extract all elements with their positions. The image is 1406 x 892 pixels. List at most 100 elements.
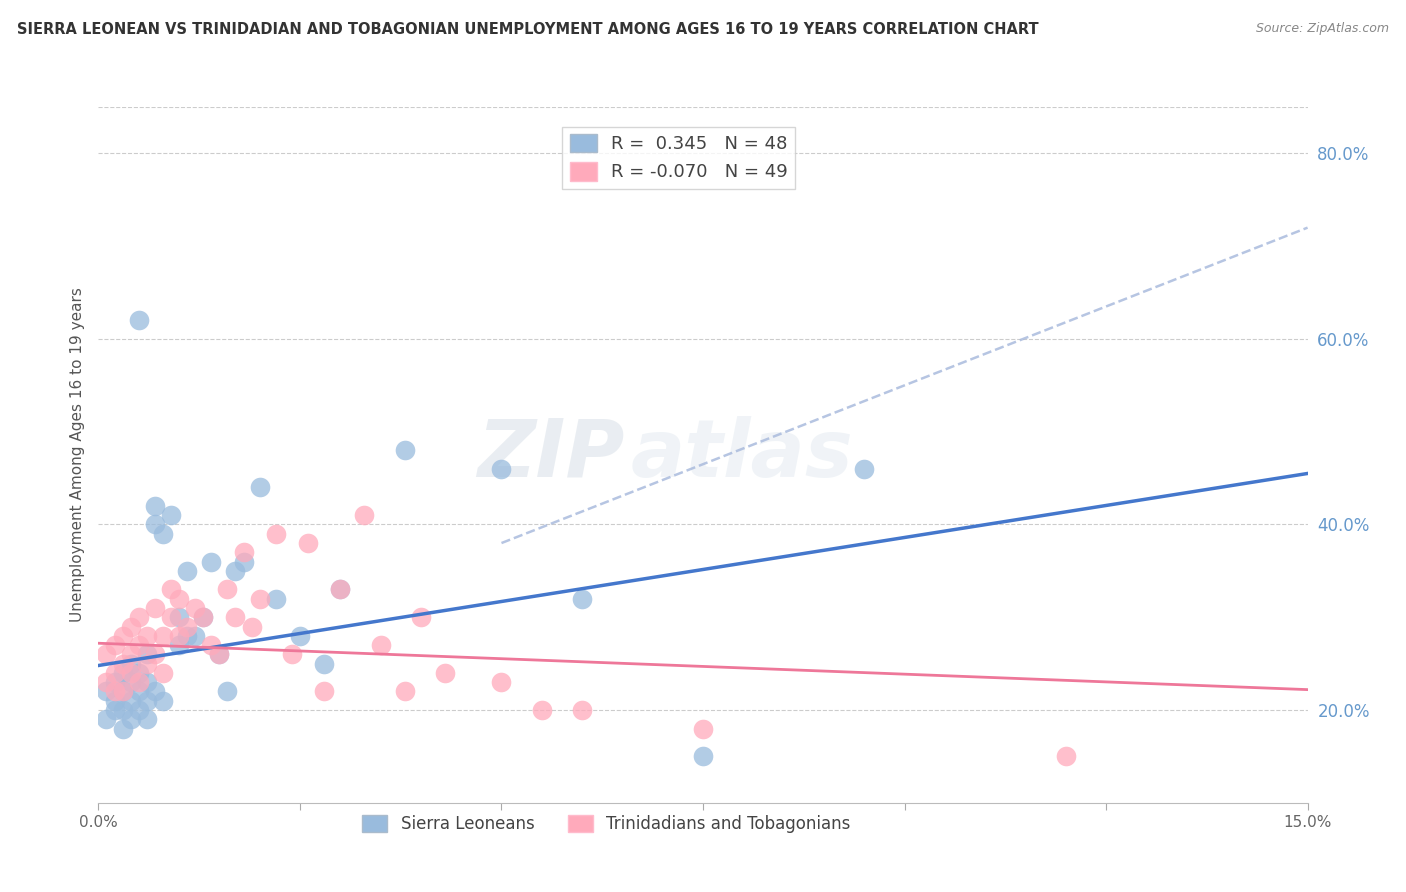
- Point: [370, 638, 392, 652]
- Point: [208, 648, 231, 662]
- Y-axis label: Unemployment Among Ages 16 to 19 years: Unemployment Among Ages 16 to 19 years: [69, 287, 84, 623]
- Point: [152, 629, 174, 643]
- Point: [111, 703, 134, 717]
- Point: [143, 601, 166, 615]
- Legend: Sierra Leoneans, Trinidadians and Tobagonians: Sierra Leoneans, Trinidadians and Tobago…: [356, 808, 858, 839]
- Text: Source: ZipAtlas.com: Source: ZipAtlas.com: [1256, 22, 1389, 36]
- Point: [200, 638, 222, 652]
- Point: [692, 722, 714, 736]
- Point: [176, 564, 198, 578]
- Point: [128, 703, 150, 717]
- Point: [264, 526, 287, 541]
- Point: [329, 582, 352, 597]
- Point: [167, 591, 190, 606]
- Point: [353, 508, 375, 523]
- Point: [160, 508, 183, 523]
- Point: [193, 610, 215, 624]
- Point: [96, 648, 118, 662]
- Point: [184, 601, 207, 615]
- Point: [314, 657, 336, 671]
- Point: [128, 610, 150, 624]
- Point: [96, 712, 118, 726]
- Point: [394, 443, 416, 458]
- Point: [1054, 749, 1077, 764]
- Point: [232, 555, 254, 569]
- Point: [232, 545, 254, 559]
- Point: [297, 536, 319, 550]
- Point: [152, 526, 174, 541]
- Point: [135, 712, 157, 726]
- Point: [111, 684, 134, 698]
- Point: [103, 675, 125, 690]
- Point: [111, 722, 134, 736]
- Point: [329, 582, 352, 597]
- Point: [128, 665, 150, 680]
- Point: [128, 638, 150, 652]
- Text: SIERRA LEONEAN VS TRINIDADIAN AND TOBAGONIAN UNEMPLOYMENT AMONG AGES 16 TO 19 YE: SIERRA LEONEAN VS TRINIDADIAN AND TOBAGO…: [17, 22, 1039, 37]
- Point: [111, 629, 134, 643]
- Point: [96, 675, 118, 690]
- Point: [853, 462, 876, 476]
- Point: [160, 610, 183, 624]
- Point: [167, 629, 190, 643]
- Point: [571, 703, 593, 717]
- Point: [135, 675, 157, 690]
- Point: [96, 684, 118, 698]
- Point: [103, 694, 125, 708]
- Point: [143, 684, 166, 698]
- Point: [143, 648, 166, 662]
- Point: [152, 665, 174, 680]
- Point: [120, 657, 142, 671]
- Point: [491, 462, 513, 476]
- Point: [193, 610, 215, 624]
- Point: [111, 684, 134, 698]
- Point: [281, 648, 304, 662]
- Point: [200, 555, 222, 569]
- Point: [143, 517, 166, 532]
- Point: [184, 629, 207, 643]
- Point: [128, 675, 150, 690]
- Point: [217, 684, 239, 698]
- Point: [135, 694, 157, 708]
- Point: [240, 619, 263, 633]
- Point: [167, 610, 190, 624]
- Text: atlas: atlas: [630, 416, 853, 494]
- Point: [249, 591, 271, 606]
- Point: [217, 582, 239, 597]
- Point: [530, 703, 553, 717]
- Point: [111, 657, 134, 671]
- Point: [103, 684, 125, 698]
- Point: [135, 657, 157, 671]
- Point: [160, 582, 183, 597]
- Point: [176, 629, 198, 643]
- Point: [224, 564, 246, 578]
- Point: [135, 648, 157, 662]
- Point: [491, 675, 513, 690]
- Point: [288, 629, 311, 643]
- Point: [128, 313, 150, 327]
- Point: [152, 694, 174, 708]
- Point: [264, 591, 287, 606]
- Point: [208, 648, 231, 662]
- Point: [103, 638, 125, 652]
- Point: [314, 684, 336, 698]
- Point: [120, 712, 142, 726]
- Point: [103, 665, 125, 680]
- Point: [111, 665, 134, 680]
- Point: [120, 675, 142, 690]
- Text: ZIP: ZIP: [477, 416, 624, 494]
- Point: [128, 684, 150, 698]
- Point: [120, 648, 142, 662]
- Point: [135, 629, 157, 643]
- Point: [434, 665, 457, 680]
- Point: [176, 619, 198, 633]
- Point: [394, 684, 416, 698]
- Point: [120, 694, 142, 708]
- Point: [571, 591, 593, 606]
- Point: [409, 610, 432, 624]
- Point: [167, 638, 190, 652]
- Point: [120, 619, 142, 633]
- Point: [120, 665, 142, 680]
- Point: [224, 610, 246, 624]
- Point: [249, 480, 271, 494]
